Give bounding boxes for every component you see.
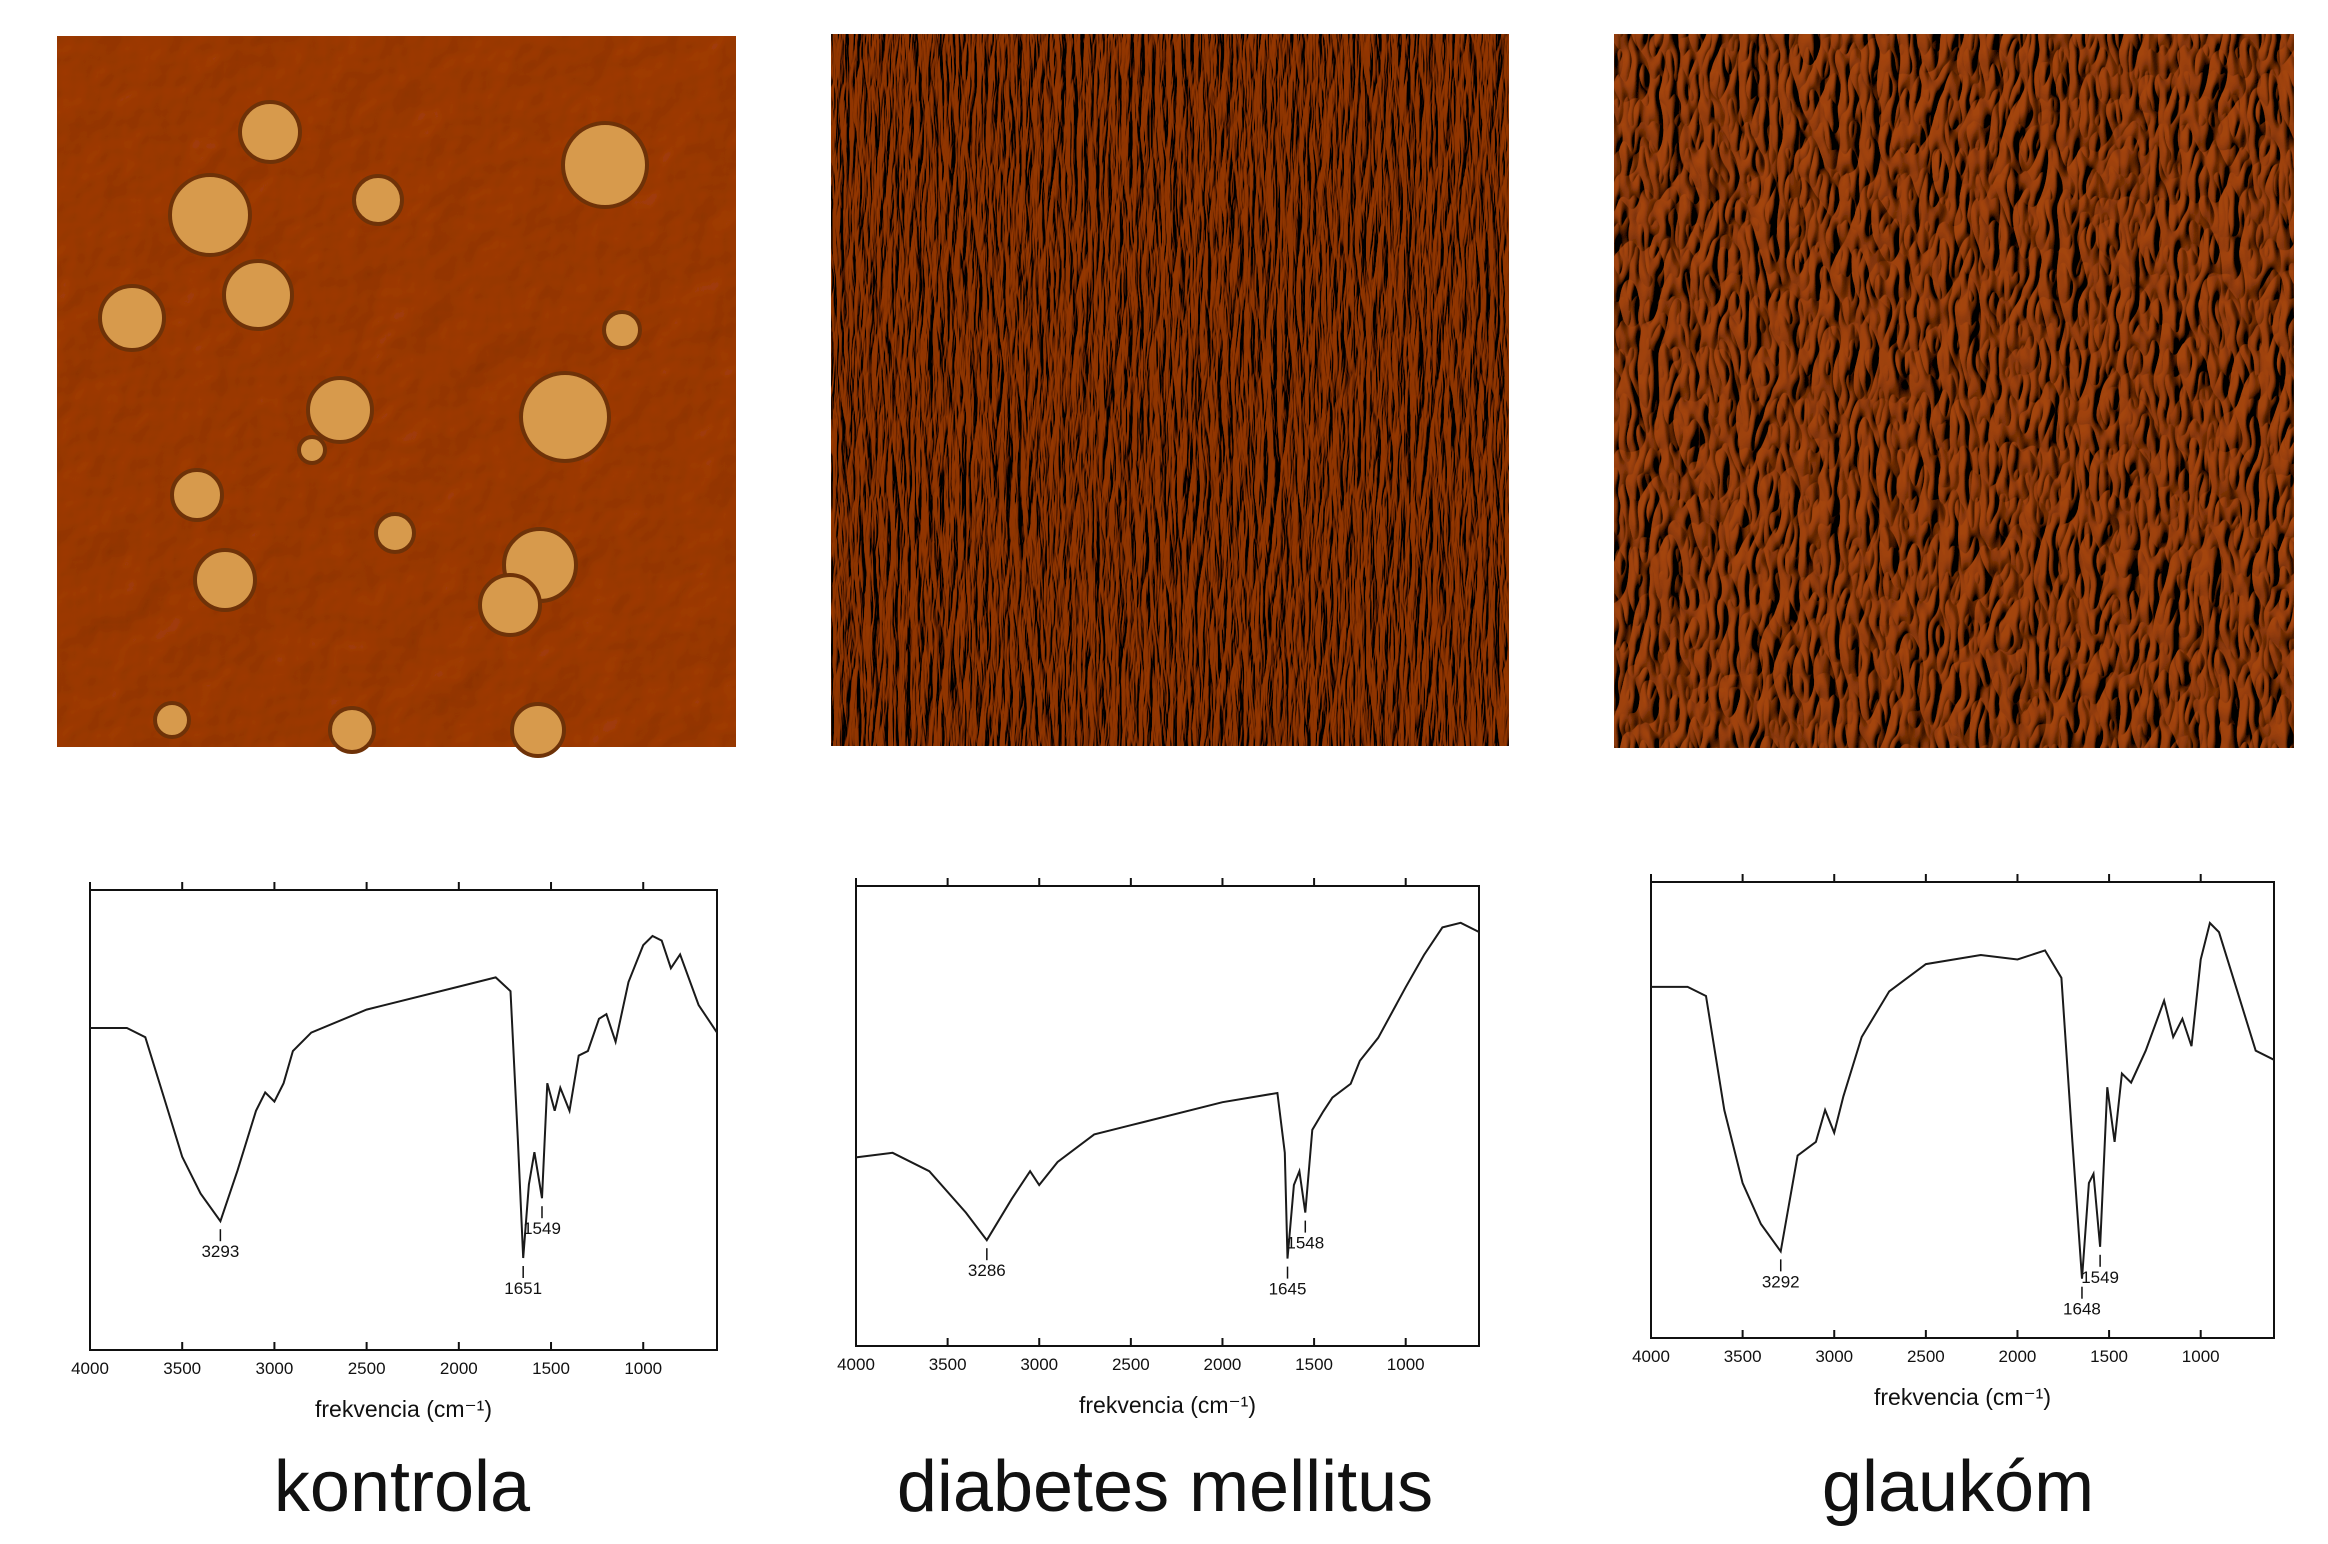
peak-label: 3292 (1762, 1272, 1800, 1291)
x-tick-label: 2000 (1204, 1355, 1242, 1374)
plot-frame (855, 885, 1480, 1347)
peak-label: 3293 (201, 1242, 239, 1261)
afm-image-diabetes (831, 34, 1509, 746)
peak-label: 1549 (2081, 1268, 2119, 1287)
crystals (98, 100, 649, 758)
x-tick-label: 3000 (1815, 1347, 1853, 1366)
x-tick-label: 4000 (1632, 1347, 1670, 1366)
afm-image (57, 34, 2294, 758)
plot-frame (89, 889, 718, 1351)
x-tick-label: 2500 (1907, 1347, 1945, 1366)
x-tick-label: 3500 (1724, 1347, 1762, 1366)
x-tick-label: 1500 (1295, 1355, 1333, 1374)
x-axis-label: frekvencia (cm⁻¹) (315, 1396, 492, 1422)
x-tick-label: 1500 (2090, 1347, 2128, 1366)
x-tick-label: 2000 (1999, 1347, 2037, 1366)
peak-label: 1549 (523, 1219, 561, 1238)
x-tick-label: 3500 (929, 1355, 967, 1374)
x-tick-label: 2500 (1112, 1355, 1150, 1374)
spectrum-line (1651, 921, 2275, 1279)
peak-label: 1648 (2063, 1300, 2101, 1319)
panel-caption: glaukóm (1822, 1447, 2094, 1527)
x-tick-label: 1000 (1387, 1355, 1425, 1374)
spectrum-line (855, 921, 1480, 1259)
x-tick-label: 2500 (348, 1359, 386, 1378)
x-axis-label: frekvencia (cm⁻¹) (1874, 1384, 2051, 1410)
spectrum-line (90, 934, 718, 1259)
x-axis-label: frekvencia (cm⁻¹) (1079, 1392, 1256, 1418)
peak-label: 3286 (968, 1261, 1006, 1280)
x-tick-label: 1500 (532, 1359, 570, 1378)
x-tick-label: 4000 (71, 1359, 109, 1378)
peak-label: 1548 (1286, 1234, 1324, 1253)
x-tick-label: 3500 (163, 1359, 201, 1378)
panel-caption: diabetes mellitus (897, 1447, 1433, 1527)
x-tick-label: 2000 (440, 1359, 478, 1378)
plot-frame (1650, 881, 2275, 1339)
x-tick-label: 1000 (624, 1359, 662, 1378)
panel-caption: kontrola (274, 1447, 531, 1527)
x-tick-label: 4000 (837, 1355, 875, 1374)
x-tick-label: 3000 (1020, 1355, 1058, 1374)
peak-label: 1645 (1269, 1280, 1307, 1299)
peak-label: 1651 (504, 1279, 542, 1298)
x-tick-label: 3000 (255, 1359, 293, 1378)
afm-image-glaucoma (1614, 34, 2294, 748)
x-tick-label: 1000 (2182, 1347, 2220, 1366)
